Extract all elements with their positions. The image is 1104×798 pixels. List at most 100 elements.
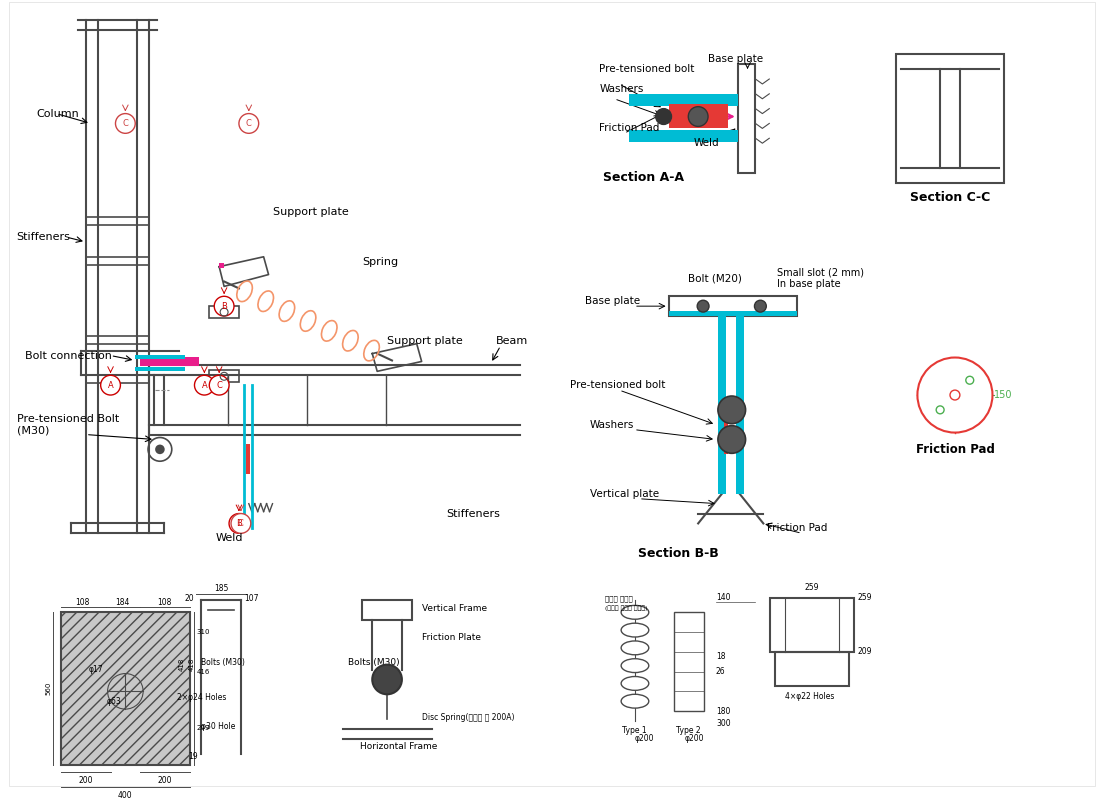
Bar (629, 94, 737, 105)
Text: 19: 19 (189, 752, 199, 761)
Text: 107: 107 (244, 594, 258, 603)
Text: φ30 Hole: φ30 Hole (201, 722, 236, 732)
Text: Stiffeners: Stiffeners (17, 232, 71, 242)
Text: Washers: Washers (599, 84, 644, 94)
Text: Small slot (2 mm)
In base plate: Small slot (2 mm) In base plate (777, 267, 864, 290)
Bar (669, 104, 728, 128)
Bar (629, 130, 737, 142)
Text: Type 2: Type 2 (677, 726, 701, 735)
Text: φ63: φ63 (107, 697, 121, 705)
Ellipse shape (622, 641, 649, 655)
Text: (스프링 클러치 재공간): (스프링 클러치 재공간) (605, 606, 648, 611)
Text: 400: 400 (118, 791, 132, 798)
Circle shape (116, 113, 135, 133)
Text: Pre-tensioned bolt: Pre-tensioned bolt (599, 64, 694, 74)
Text: Horizontal Frame: Horizontal Frame (360, 742, 438, 751)
Circle shape (718, 396, 745, 424)
Text: 209: 209 (197, 725, 210, 731)
Text: 20: 20 (184, 594, 194, 603)
Bar (718, 316, 725, 494)
Text: 200: 200 (78, 776, 93, 784)
Text: Vertical Frame: Vertical Frame (422, 604, 487, 613)
Text: 185: 185 (214, 584, 229, 593)
Text: 560: 560 (45, 681, 51, 695)
Bar (675, 612, 704, 711)
Bar (246, 444, 250, 474)
Circle shape (194, 375, 214, 395)
Text: B: B (236, 519, 242, 528)
Text: Column: Column (36, 109, 79, 119)
Circle shape (229, 514, 248, 533)
Text: C: C (123, 119, 128, 128)
Text: C: C (246, 119, 252, 128)
Text: Friction Pad: Friction Pad (599, 124, 660, 133)
Bar (724, 405, 728, 454)
Circle shape (718, 425, 745, 453)
Bar (735, 316, 744, 494)
Text: φ200: φ200 (684, 734, 704, 743)
Text: Friction Pad: Friction Pad (767, 523, 828, 533)
Text: Base plate: Base plate (708, 54, 763, 65)
Text: Base plate: Base plate (585, 296, 639, 306)
Text: Bolts (M30): Bolts (M30) (348, 658, 400, 667)
Text: Spring: Spring (362, 257, 399, 267)
Text: Stiffeners: Stiffeners (446, 508, 500, 519)
Text: Pre-tensioned bolt: Pre-tensioned bolt (570, 380, 665, 390)
Ellipse shape (622, 677, 649, 690)
Text: Washers: Washers (590, 420, 634, 429)
Circle shape (754, 300, 766, 312)
Text: 2×φ24 Holes: 2×φ24 Holes (177, 693, 226, 701)
Ellipse shape (622, 623, 649, 637)
Bar (771, 598, 854, 652)
Text: Bolt (M20): Bolt (M20) (688, 274, 742, 283)
Text: φ200: φ200 (635, 734, 655, 743)
Text: 스프링 강도수: 스프링 강도수 (605, 595, 633, 602)
Bar (135, 354, 184, 358)
Text: 140: 140 (715, 593, 731, 602)
Circle shape (688, 107, 708, 126)
Text: 108: 108 (76, 598, 91, 607)
Text: Weld: Weld (693, 138, 719, 148)
Text: 259: 259 (857, 593, 872, 602)
Text: 4×φ22 Holes: 4×φ22 Holes (785, 692, 835, 701)
Circle shape (156, 445, 163, 453)
Text: 150: 150 (995, 390, 1013, 400)
Circle shape (372, 665, 402, 694)
Text: 259: 259 (805, 583, 819, 592)
Circle shape (917, 358, 992, 433)
Text: 200: 200 (158, 776, 172, 784)
Circle shape (656, 109, 671, 124)
Text: Support plate: Support plate (274, 207, 349, 217)
Text: Type 1: Type 1 (623, 726, 647, 735)
Circle shape (698, 300, 709, 312)
Text: 416: 416 (197, 669, 210, 674)
Bar (362, 600, 412, 620)
Ellipse shape (622, 606, 649, 619)
Text: 300: 300 (715, 720, 731, 729)
Text: C: C (238, 519, 244, 528)
Text: 418: 418 (179, 658, 184, 671)
Text: A: A (202, 381, 208, 389)
Text: 418: 418 (189, 658, 194, 671)
Text: Beam: Beam (496, 336, 528, 346)
Bar (895, 54, 1005, 183)
Bar (210, 370, 238, 382)
Text: Vertical plate: Vertical plate (590, 489, 659, 499)
Text: Disc Spring(스프링 등 200A): Disc Spring(스프링 등 200A) (422, 713, 514, 721)
Text: 180: 180 (715, 706, 731, 716)
Ellipse shape (622, 694, 649, 708)
Text: B: B (221, 302, 227, 310)
Circle shape (210, 375, 229, 395)
Text: Weld: Weld (215, 533, 243, 543)
Circle shape (231, 514, 251, 533)
Text: φ17: φ17 (88, 665, 104, 674)
Text: A: A (108, 381, 114, 389)
Text: 108: 108 (158, 598, 172, 607)
Circle shape (100, 375, 120, 395)
Bar (220, 263, 224, 267)
Circle shape (951, 390, 959, 400)
Circle shape (966, 377, 974, 384)
Text: Bolt connection: Bolt connection (24, 350, 112, 361)
Text: Section C-C: Section C-C (910, 191, 990, 204)
Text: Friction Plate: Friction Plate (422, 634, 480, 642)
